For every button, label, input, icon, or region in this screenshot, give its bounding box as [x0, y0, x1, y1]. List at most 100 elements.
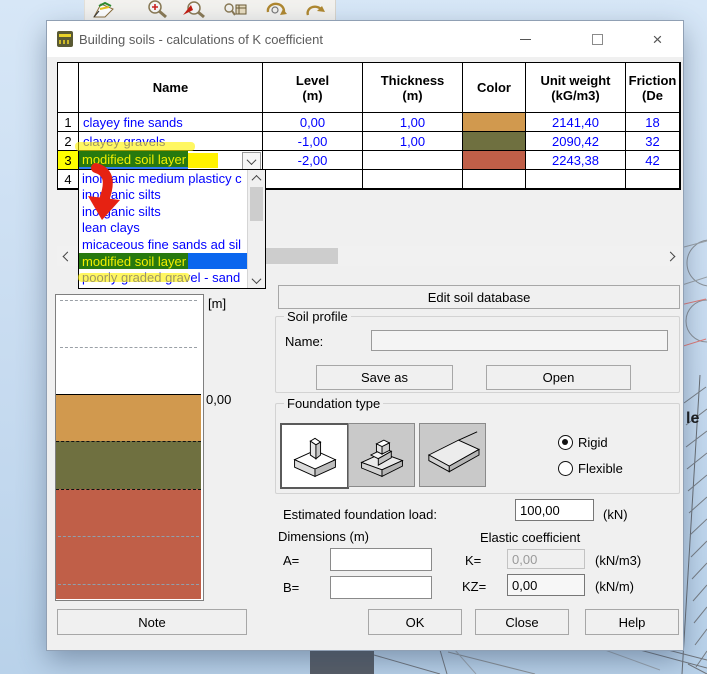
- soil-profile-drawing: [55, 294, 204, 601]
- cell-friction[interactable]: [626, 170, 680, 189]
- cell-thickness[interactable]: 1,00: [363, 132, 463, 151]
- cell-level[interactable]: -2,00: [263, 151, 363, 170]
- zoom-in-icon[interactable]: [145, 0, 171, 19]
- scrollbar-thumb[interactable]: [250, 187, 263, 221]
- scroll-down-button[interactable]: [248, 272, 265, 288]
- cell-unit-weight[interactable]: 2141,40: [526, 113, 626, 132]
- profile-layer-3: [56, 489, 201, 599]
- toolbar: [84, 0, 336, 21]
- scroll-right-button[interactable]: [660, 246, 680, 266]
- app-icon: [57, 31, 73, 47]
- cell-thickness[interactable]: [363, 151, 463, 170]
- row-number[interactable]: 1: [58, 113, 79, 132]
- cell-color-swatch[interactable]: [463, 113, 526, 132]
- zoom-window-icon[interactable]: [181, 0, 207, 19]
- combo-selected-text: modified soil layer: [79, 151, 189, 169]
- save-as-button[interactable]: Save as: [316, 365, 453, 390]
- dialog-title: Building soils - calculations of K coeff…: [79, 31, 323, 47]
- cad-wireframe-bottom: [310, 650, 707, 674]
- soil-profile-group: Soil profile Name: Save as Open: [275, 309, 680, 393]
- cell-name-combobox[interactable]: modified soil layer: [79, 151, 263, 170]
- minimize-icon: [520, 38, 531, 40]
- chevron-left-icon: [62, 251, 72, 261]
- minimize-button[interactable]: [503, 21, 548, 57]
- cell-color-swatch[interactable]: [463, 170, 526, 189]
- kz-unit-label: (kN/m): [595, 579, 634, 594]
- highlighter-mark: [75, 142, 195, 151]
- cell-thickness[interactable]: [363, 170, 463, 189]
- orbit-icon[interactable]: [263, 0, 289, 19]
- cell-level[interactable]: -1,00: [263, 132, 363, 151]
- cell-thickness[interactable]: 1,00: [363, 113, 463, 132]
- foundation-strip-button[interactable]: [348, 423, 415, 487]
- close-button[interactable]: ×: [635, 21, 680, 57]
- zoom-object-icon[interactable]: [223, 0, 249, 19]
- highlighter-mark: [188, 153, 219, 168]
- cell-level[interactable]: 0,00: [263, 113, 363, 132]
- profile-layer-2: [56, 441, 201, 490]
- row-number[interactable]: 4: [58, 170, 79, 189]
- k-label: K=: [465, 553, 482, 568]
- row-number[interactable]: 2: [58, 132, 79, 151]
- dim-a-input[interactable]: [330, 548, 432, 571]
- maximize-icon: [592, 33, 603, 45]
- scroll-left-button[interactable]: [57, 246, 77, 266]
- combo-dropdown-button[interactable]: [242, 152, 261, 169]
- cell-unit-weight[interactable]: 2243,38: [526, 151, 626, 170]
- edit-soil-database-button[interactable]: Edit soil database: [278, 285, 680, 309]
- rigid-radio[interactable]: Rigid: [558, 435, 608, 450]
- cell-friction[interactable]: 42: [626, 151, 680, 170]
- cell-unit-weight[interactable]: 2090,42: [526, 132, 626, 151]
- close-button-footer[interactable]: Close: [475, 609, 569, 635]
- note-button[interactable]: Note: [57, 609, 247, 635]
- row-number-highlighted[interactable]: 3: [58, 151, 79, 170]
- cell-level[interactable]: [263, 170, 363, 189]
- chevron-down-icon: [251, 273, 262, 284]
- rotate-view-icon[interactable]: [301, 0, 327, 19]
- kz-input[interactable]: [507, 574, 585, 596]
- dim-b-label: B=: [283, 580, 300, 595]
- flexible-radio[interactable]: Flexible: [558, 461, 623, 476]
- ok-button[interactable]: OK: [368, 609, 462, 635]
- foundation-type-group: Foundation type: [275, 396, 680, 494]
- dropdown-item[interactable]: micaceous fine sands ad sil: [82, 236, 241, 252]
- dimensions-label: Dimensions (m): [278, 529, 370, 544]
- maximize-button[interactable]: [575, 21, 620, 57]
- radio-selected-icon: [558, 435, 573, 450]
- foundation-slab-button[interactable]: [419, 423, 486, 487]
- soil-table: Name Level (m) Thickness (m) Color Unit we…: [57, 62, 681, 190]
- dropdown-scrollbar[interactable]: [247, 170, 265, 288]
- cell-color-swatch[interactable]: [463, 132, 526, 151]
- help-button[interactable]: Help: [585, 609, 679, 635]
- col-header-corner: [58, 63, 79, 113]
- group-title: Soil profile: [284, 309, 351, 324]
- col-header-color: Color: [463, 63, 526, 113]
- cell-color-swatch[interactable]: [463, 151, 526, 170]
- foundation-load-label: Estimated foundation load:: [283, 507, 437, 522]
- cell-unit-weight[interactable]: [526, 170, 626, 189]
- cell-friction[interactable]: 18: [626, 113, 680, 132]
- open-button[interactable]: Open: [486, 365, 631, 390]
- col-header-thickness: Thickness (m): [363, 63, 463, 113]
- dim-b-input[interactable]: [330, 576, 432, 599]
- foundation-pad-button[interactable]: [280, 423, 349, 489]
- cell-name[interactable]: clayey fine sands: [79, 113, 263, 132]
- title-bar[interactable]: Building soils - calculations of K coeff…: [47, 21, 683, 57]
- scroll-up-button[interactable]: [248, 170, 265, 186]
- raft-slab-icon: [427, 431, 480, 473]
- cell-friction[interactable]: 32: [626, 132, 680, 151]
- sketch-render-icon[interactable]: [91, 0, 117, 19]
- elastic-coefficient-label: Elastic coefficient: [480, 530, 581, 545]
- dropdown-item-selected[interactable]: modified soil layer: [79, 252, 247, 270]
- col-header-name: Name: [79, 63, 263, 113]
- load-unit-label: (kN): [603, 507, 628, 522]
- highlighter-mark: [78, 273, 190, 282]
- foundation-load-input[interactable]: [515, 499, 594, 521]
- dropdown-item[interactable]: inorganic medium plasticy c: [82, 170, 242, 186]
- profile-zero-label: 0,00: [206, 392, 232, 407]
- col-header-friction: Friction (De: [626, 63, 680, 113]
- dropdown-item[interactable]: lean clays: [82, 220, 140, 236]
- pad-footing-icon: [292, 437, 337, 478]
- profile-name-input[interactable]: [371, 330, 668, 351]
